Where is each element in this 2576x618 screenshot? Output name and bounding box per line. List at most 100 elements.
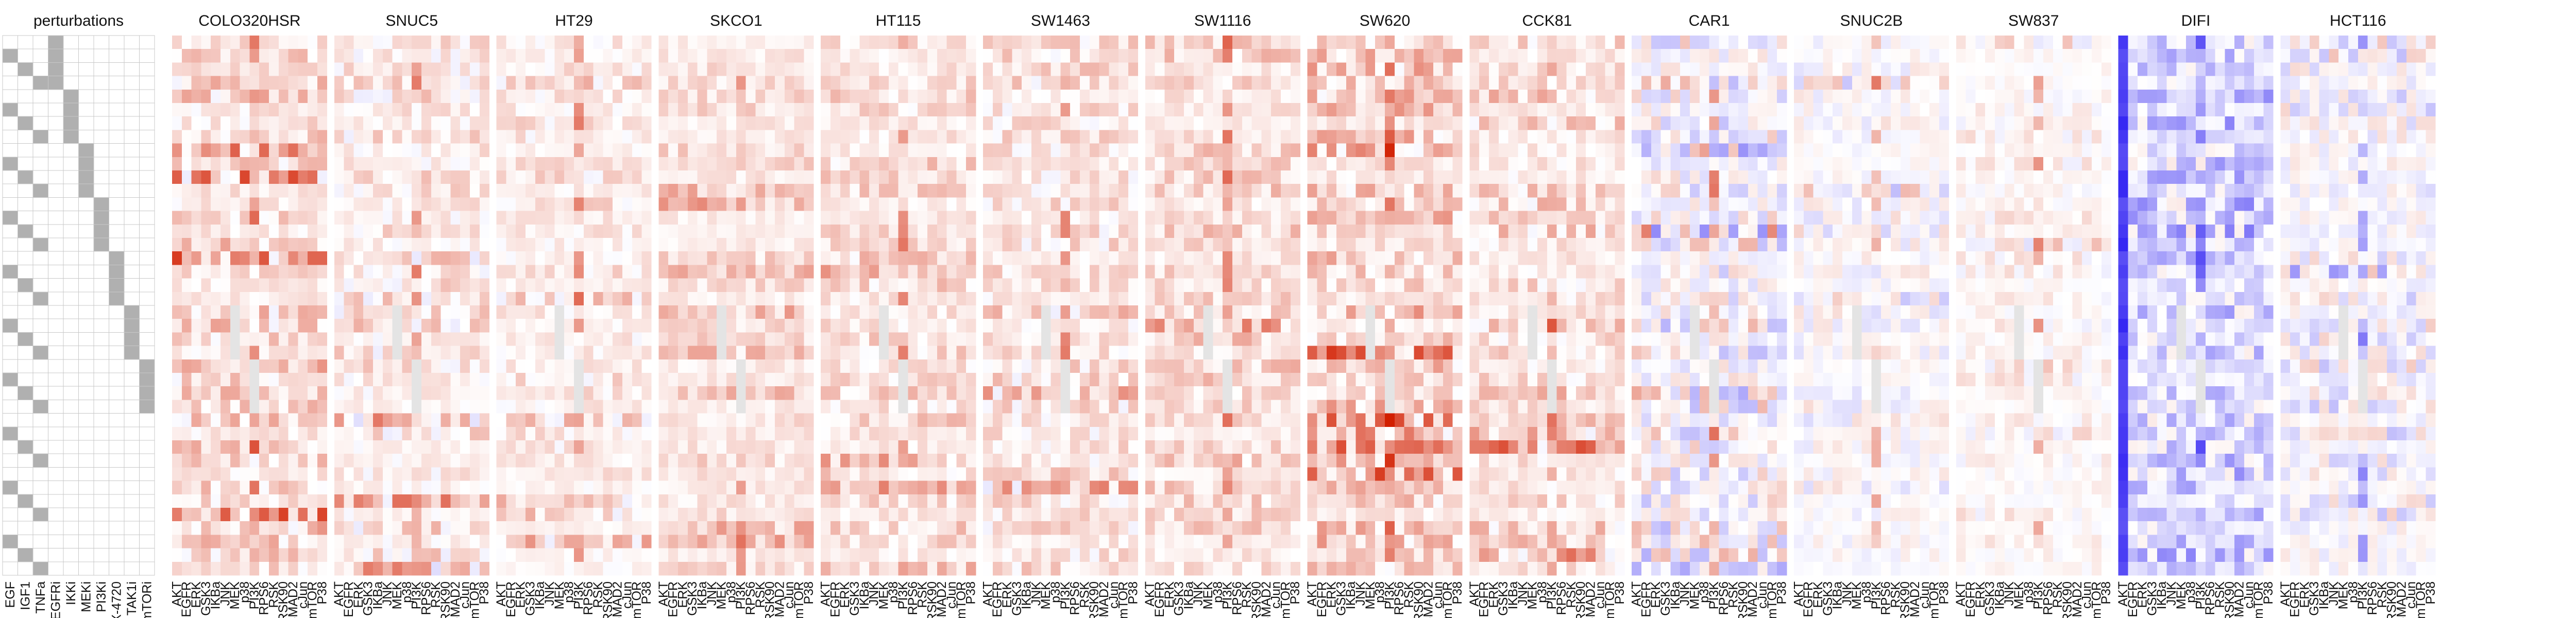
- heatmap-cell: [1261, 508, 1272, 522]
- heatmap-cell: [450, 561, 461, 576]
- heatmap-cell: [298, 494, 308, 508]
- heatmap-cell: [697, 373, 707, 387]
- heatmap-cell: [392, 103, 402, 117]
- heatmap-cell: [172, 224, 182, 238]
- heatmap-cell: [1080, 103, 1090, 117]
- heatmap-cell: [470, 440, 480, 454]
- heatmap-cell: [804, 413, 814, 427]
- heatmap-cell: [593, 184, 603, 198]
- heatmap-cell: [230, 251, 240, 265]
- heatmap-cell: [298, 184, 308, 198]
- x-tick-label: ERK: [189, 581, 204, 608]
- heatmap-cell: [840, 143, 850, 158]
- heatmap-cell: [392, 359, 402, 373]
- heatmap-cell: [574, 291, 584, 306]
- heatmap-cell: [344, 386, 354, 400]
- heatmap-cell: [1261, 265, 1272, 279]
- heatmap-cell: [259, 211, 269, 225]
- heatmap-cell: [344, 494, 354, 508]
- heatmap-cell: [181, 291, 192, 306]
- heatmap-cell: [1060, 238, 1071, 252]
- heatmap-cell: [992, 49, 1003, 63]
- heatmap-cell: [1002, 89, 1012, 104]
- heatmap-cell: [545, 494, 555, 508]
- heatmap-cell: [1251, 170, 1262, 184]
- heatmap-cell: [181, 480, 192, 495]
- heatmap-cell: [1213, 332, 1223, 346]
- heatmap-cell: [668, 291, 679, 306]
- heatmap-cell: [888, 319, 899, 333]
- perturbation-cell: [32, 467, 48, 482]
- heatmap-cell: [412, 76, 422, 90]
- heatmap-cell: [1060, 36, 1071, 49]
- heatmap-cell: [1070, 278, 1080, 293]
- heatmap-cell: [574, 305, 584, 319]
- heatmap-cell: [1118, 211, 1129, 225]
- heatmap-cell: [1271, 467, 1281, 481]
- perturbation-cell: [32, 35, 48, 49]
- x-tick-label: PI3K: [896, 581, 910, 610]
- heatmap-cell: [545, 561, 555, 576]
- heatmap-cell: [879, 103, 889, 117]
- heatmap-cell: [859, 426, 870, 441]
- heatmap-cell: [937, 116, 947, 130]
- heatmap-cell: [593, 36, 603, 49]
- heatmap-cell: [1155, 130, 1165, 144]
- heatmap-cell: [1242, 373, 1252, 387]
- heatmap-cell: [658, 49, 669, 63]
- x-tick-label: EGFR: [990, 581, 1005, 617]
- perturbation-cell: [63, 89, 79, 104]
- heatmap-cell: [983, 76, 993, 90]
- heatmap-cell: [859, 480, 870, 495]
- heatmap-cell: [1031, 49, 1042, 63]
- heatmap-cell: [755, 346, 766, 360]
- heatmap-cell: [1271, 454, 1281, 468]
- heatmap-cell: [221, 548, 231, 562]
- heatmap-cell: [1145, 494, 1155, 508]
- heatmap-cell: [1242, 400, 1252, 414]
- heatmap-cell: [288, 305, 298, 319]
- perturbation-cell: [78, 561, 94, 576]
- heatmap-cell: [317, 332, 328, 346]
- heatmap-cell: [1193, 62, 1204, 76]
- heatmap-cell: [317, 346, 328, 360]
- heatmap-cell: [966, 62, 976, 76]
- x-tick-label: SMAD2: [1097, 581, 1111, 618]
- perturbation-cell: [18, 548, 33, 562]
- perturbation-cell: [93, 278, 109, 293]
- heatmap-cell: [450, 211, 461, 225]
- heatmap-cell: [402, 238, 412, 252]
- heatmap-cell: [470, 426, 480, 441]
- heatmap-cell: [1002, 400, 1012, 414]
- heatmap-cell: [784, 413, 794, 427]
- heatmap-cell: [879, 184, 889, 198]
- heatmap-cell: [898, 89, 908, 104]
- heatmap-cell: [1089, 346, 1099, 360]
- heatmap-cell: [191, 36, 201, 49]
- heatmap-cell: [1041, 400, 1051, 414]
- heatmap-cell: [460, 440, 470, 454]
- heatmap-cell: [804, 224, 814, 238]
- heatmap-cell: [697, 521, 707, 535]
- heatmap-cell: [1002, 467, 1012, 481]
- heatmap-cell: [317, 400, 328, 414]
- heatmap-cell: [850, 143, 860, 158]
- heatmap-cell: [221, 291, 231, 306]
- heatmap-cell: [658, 170, 669, 184]
- heatmap-cell: [641, 521, 652, 535]
- perturbation-cell: [109, 48, 125, 63]
- heatmap-cell: [545, 76, 555, 90]
- heatmap-cell: [697, 440, 707, 454]
- heatmap-cell: [1290, 346, 1300, 360]
- heatmap-cell: [983, 454, 993, 468]
- heatmap-cell: [1213, 508, 1223, 522]
- heatmap-cell: [1281, 346, 1291, 360]
- heatmap-cell: [898, 386, 908, 400]
- heatmap-cell: [927, 170, 938, 184]
- heatmap-cell: [564, 346, 574, 360]
- heatmap-cell: [1080, 251, 1090, 265]
- heatmap-cell: [479, 211, 489, 225]
- heatmap-cell: [574, 413, 584, 427]
- heatmap-cell: [593, 265, 603, 279]
- heatmap-cell: [632, 265, 642, 279]
